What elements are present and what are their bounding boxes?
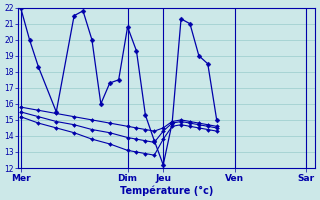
X-axis label: Température (°c): Température (°c) [120, 185, 213, 196]
